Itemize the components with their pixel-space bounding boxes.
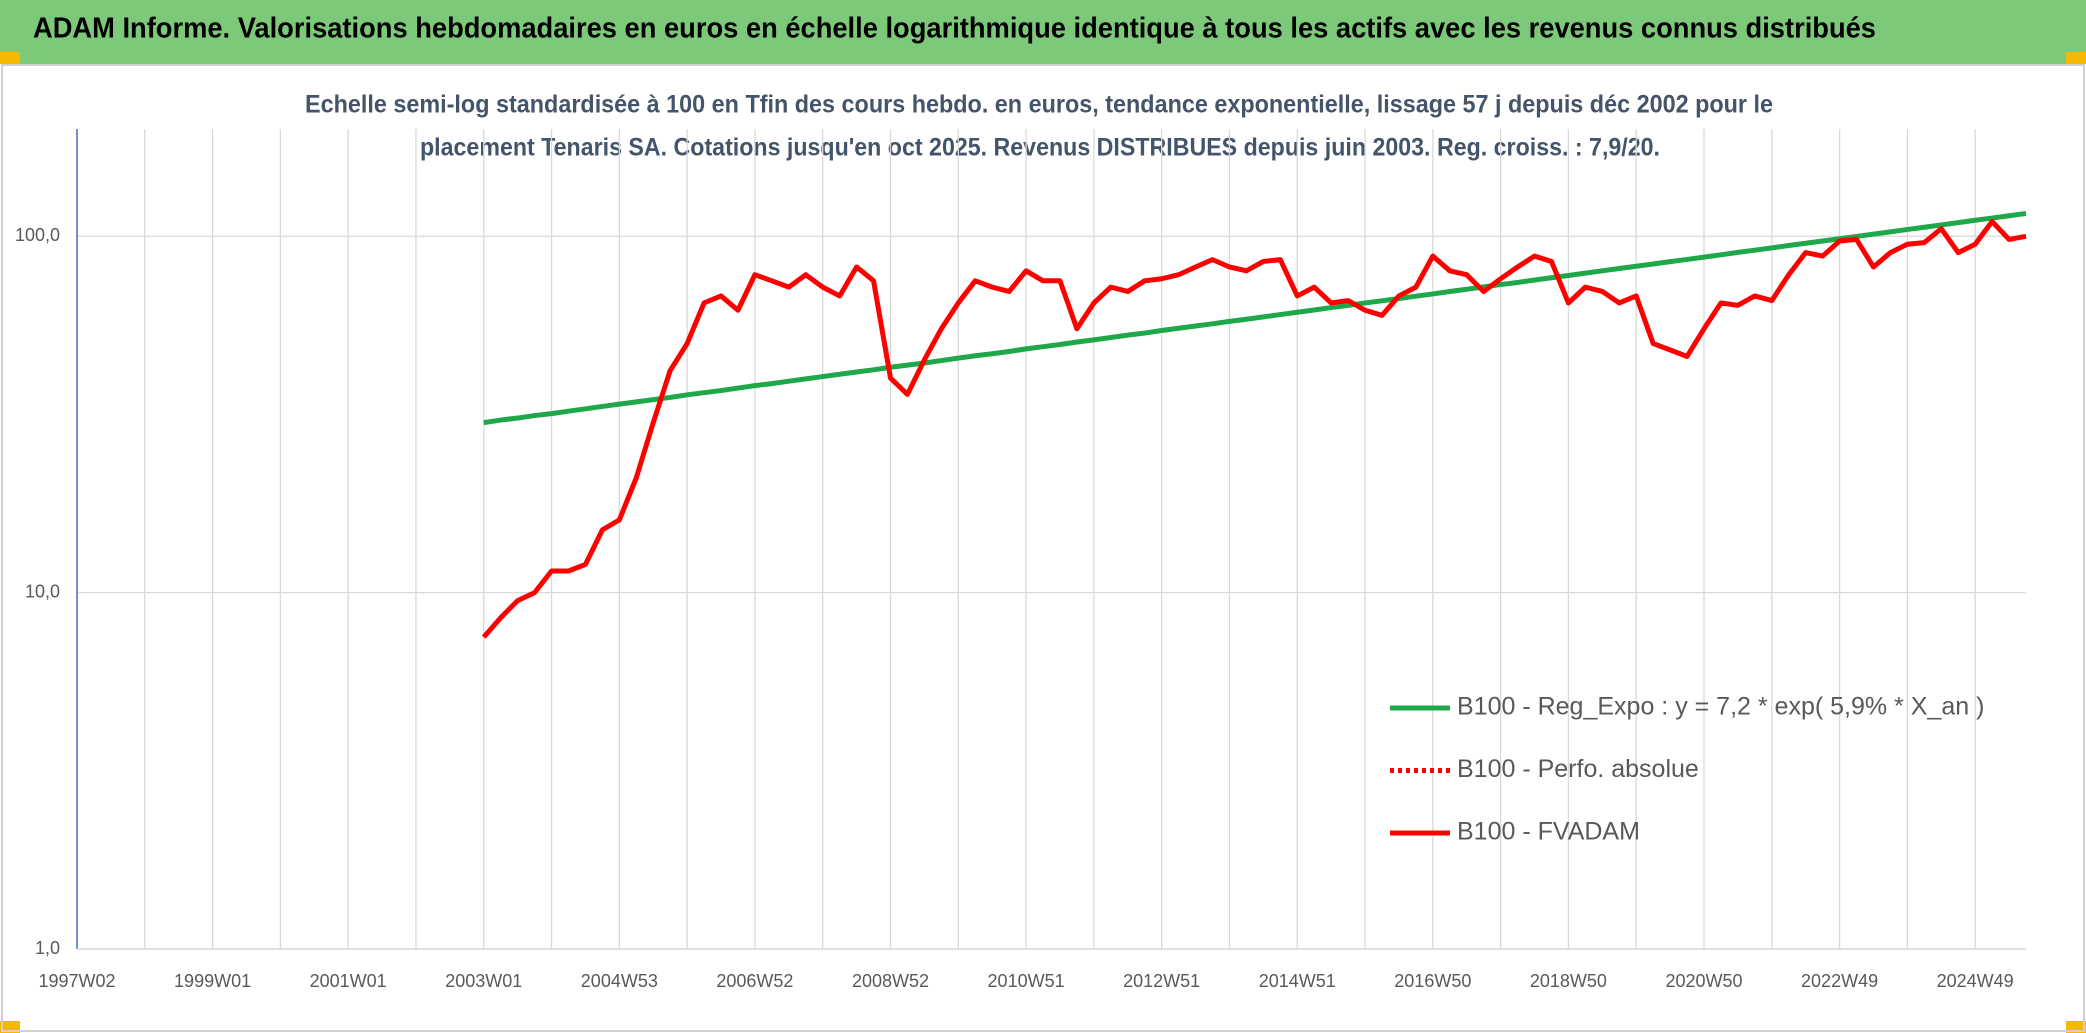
x-tick-label: 2001W01 bbox=[310, 971, 387, 991]
chart-subtitle: placement Tenaris SA. Cotations jusqu'en… bbox=[420, 134, 1660, 162]
x-tick-label: 2018W50 bbox=[1530, 971, 1607, 991]
x-tick-label: 2014W51 bbox=[1259, 971, 1336, 991]
legend-label: B100 - Reg_Expo : y = 7,2 * exp( 5,9% * … bbox=[1457, 693, 1984, 721]
chart-title: ADAM Informe. Valorisations hebdomadaire… bbox=[33, 13, 1876, 45]
corner-mark bbox=[0, 52, 20, 64]
x-tick-label: 2003W01 bbox=[445, 971, 522, 991]
header-bar bbox=[0, 0, 2086, 64]
x-tick-label: 2006W52 bbox=[716, 971, 793, 991]
x-tick-label: 1997W02 bbox=[38, 971, 115, 991]
grid: 1,0 10,0 100,0 1997W02 1999W01 2001W01 2003W01… bbox=[15, 129, 2026, 991]
x-tick-label: 2004W53 bbox=[581, 971, 658, 991]
x-tick-label: 2012W51 bbox=[1123, 971, 1200, 991]
corner-mark bbox=[2066, 52, 2086, 64]
x-tick-label: 1999W01 bbox=[174, 971, 251, 991]
legend-label: B100 - FVADAM bbox=[1457, 818, 1640, 846]
series-line bbox=[481, 219, 2027, 639]
legend-label: B100 - Perfo. absolue bbox=[1457, 755, 1699, 783]
y-tick-label: 10,0 bbox=[25, 581, 60, 601]
series-line bbox=[483, 210, 2027, 426]
x-tick-label: 2024W49 bbox=[1937, 971, 2014, 991]
y-tick-label: 100,0 bbox=[15, 225, 60, 245]
legend: B100 - Reg_Expo : y = 7,2 * exp( 5,9% * … bbox=[1390, 693, 1984, 846]
chart-subtitle: Echelle semi-log standardisée à 100 en T… bbox=[305, 91, 1773, 119]
x-tick-label: 2022W49 bbox=[1801, 971, 1878, 991]
x-tick-label: 2020W50 bbox=[1665, 971, 1742, 991]
x-tick-label: 2010W51 bbox=[988, 971, 1065, 991]
y-tick-label: 1,0 bbox=[35, 938, 60, 958]
x-tick-label: 2016W50 bbox=[1394, 971, 1471, 991]
chart-frame bbox=[1, 64, 2085, 1032]
plot-area bbox=[481, 210, 2027, 639]
x-tick-label: 2008W52 bbox=[852, 971, 929, 991]
